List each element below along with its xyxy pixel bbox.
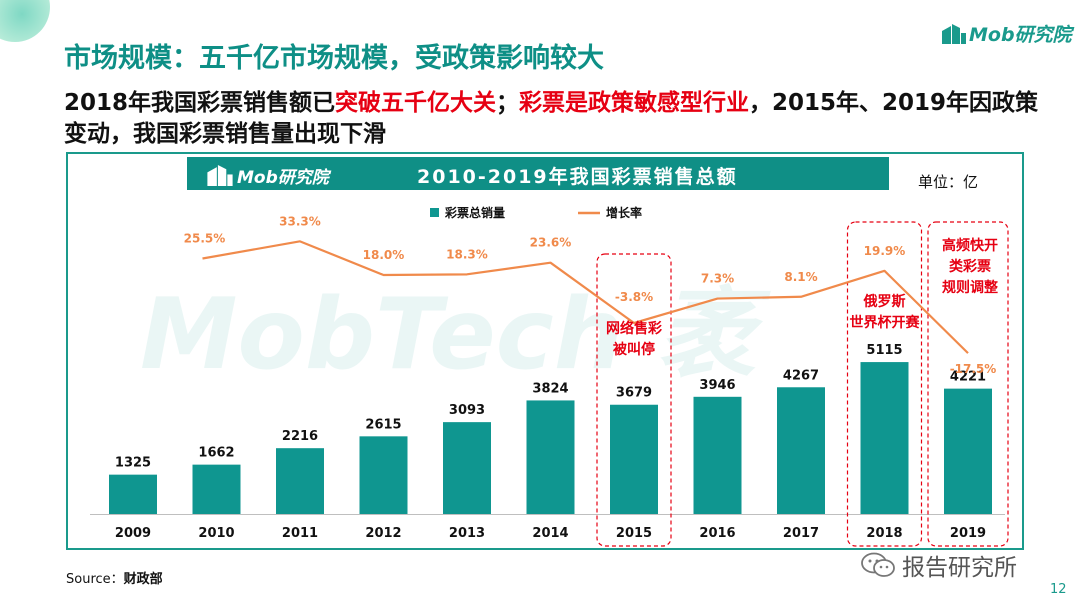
bar-value-label: 3093 (449, 403, 485, 418)
annotation-box-2018 (846, 221, 923, 547)
growth-rate-label: -17.5% (950, 362, 997, 376)
bar-2012 (359, 436, 408, 514)
subtitle-part: 2018年我国彩票销售额已 (64, 90, 336, 116)
bar-value-label: 2615 (365, 417, 401, 432)
bar-value-label: 3824 (532, 381, 568, 396)
annotation-text-2019: 高频快开 (942, 237, 998, 254)
annotation-box-2015 (596, 253, 672, 547)
subtitle-part: ； (496, 90, 520, 116)
bar-value-label: 1325 (115, 456, 151, 471)
subtitle-part: ，2015年、2019年因政策变动，我国彩票销售量出现下滑 (64, 90, 1039, 147)
growth-rate-label: 18.0% (363, 248, 405, 262)
chart-header: Mob研究院 2010-2019年我国彩票销售总额 (187, 157, 889, 190)
annotation-text-2019: 规则调整 (942, 279, 999, 296)
legend-label-line: 增长率 (606, 205, 642, 220)
growth-rate-line (202, 240, 969, 354)
x-tick-label: 2009 (115, 526, 151, 541)
annotation-box-2019 (927, 221, 1009, 547)
brand-name: Mob研究院 (969, 24, 1072, 46)
bar-2010 (192, 464, 241, 514)
unit-label: 单位：亿 (918, 173, 979, 191)
source-note: Source：财政部 (66, 568, 163, 587)
annotation-text-2015: 网络售彩 (606, 320, 662, 337)
source-value: 财政部 (123, 572, 163, 587)
x-tick-label: 2014 (532, 526, 568, 541)
slide-subtitle: 2018年我国彩票销售额已突破五千亿大关；彩票是政策敏感型行业，2015年、20… (64, 88, 1054, 150)
brand-logo: Mob研究院 (942, 20, 1072, 47)
annotation-text-2015: 被叫停 (613, 341, 655, 358)
bar-value-label: 5115 (866, 343, 902, 358)
wechat-watermark: 报告研究所 (860, 548, 1017, 582)
annotation-text-2019: 类彩票 (949, 258, 991, 275)
wechat-icon (861, 552, 895, 577)
bar-value-label: 4267 (783, 368, 819, 383)
x-tick-label: 2011 (282, 526, 318, 541)
x-tick-label: 2018 (866, 526, 902, 541)
slide-title: 市场规模：五千亿市场规模，受政策影响较大 (64, 43, 604, 74)
bar-2016 (693, 396, 742, 514)
bar-value-label: 1662 (198, 446, 234, 461)
bar-value-label: 3679 (616, 386, 652, 401)
growth-rate-label: 8.1% (784, 270, 817, 284)
growth-rate-label: -3.8% (615, 290, 653, 304)
bar-2018 (860, 362, 909, 514)
bar-2019 (944, 388, 992, 514)
chart-title: 2010-2019年我国彩票销售总额 (417, 166, 738, 188)
background-watermark: MobTech 袤 (140, 278, 772, 392)
x-tick-label: 2012 (365, 526, 401, 541)
wechat-account-name: 报告研究所 (902, 555, 1017, 581)
page-number: 12 (1050, 582, 1067, 597)
growth-rate-label: 7.3% (701, 272, 734, 286)
bar-2015 (610, 404, 658, 514)
x-tick-label: 2010 (198, 526, 234, 541)
growth-rate-label: 25.5% (184, 232, 226, 246)
annotation-text-2018: 世界杯开赛 (850, 314, 921, 331)
growth-rate-label: 18.3% (446, 247, 488, 261)
annotation-text-2018: 俄罗斯 (863, 293, 906, 310)
bar-2011 (276, 448, 324, 514)
legend-label-bar: 彩票总销量 (444, 205, 505, 220)
source-label: Source： (66, 572, 124, 587)
bar-value-label: 4221 (950, 370, 986, 385)
legend-swatch-bar (430, 208, 439, 217)
bar-2017 (777, 387, 825, 514)
growth-rate-label: 19.9% (864, 244, 906, 258)
x-tick-label: 2017 (783, 526, 819, 541)
x-tick-label: 2016 (699, 526, 735, 541)
building-icon (942, 23, 966, 44)
x-tick-label: 2019 (950, 526, 986, 541)
subtitle-highlight: 彩票是政策敏感型行业 (519, 90, 750, 116)
chart-header-brand: Mob研究院 (207, 163, 329, 188)
building-icon (207, 165, 233, 186)
bar-value-label: 2216 (282, 429, 318, 444)
x-tick-label: 2013 (449, 526, 485, 541)
bar-2014 (526, 400, 575, 514)
bar-value-label: 3946 (699, 378, 735, 393)
bar-2013 (443, 422, 491, 514)
subtitle-highlight: 突破五千亿大关 (335, 90, 497, 116)
bar-2009 (109, 474, 157, 514)
x-tick-label: 2015 (616, 526, 652, 541)
growth-rate-label: 23.6% (530, 236, 572, 250)
growth-rate-label: 33.3% (279, 214, 321, 228)
chart-header-brand-name: Mob研究院 (237, 168, 329, 188)
